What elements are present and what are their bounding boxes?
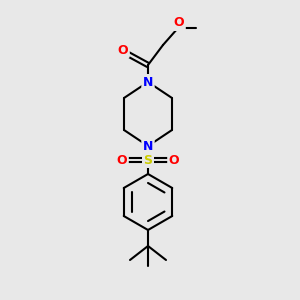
Text: O: O	[174, 16, 184, 29]
Text: O: O	[118, 44, 128, 56]
Text: N: N	[143, 140, 153, 152]
Text: N: N	[143, 76, 153, 88]
Text: O: O	[117, 154, 127, 166]
Text: S: S	[143, 154, 152, 166]
Text: O: O	[169, 154, 179, 166]
